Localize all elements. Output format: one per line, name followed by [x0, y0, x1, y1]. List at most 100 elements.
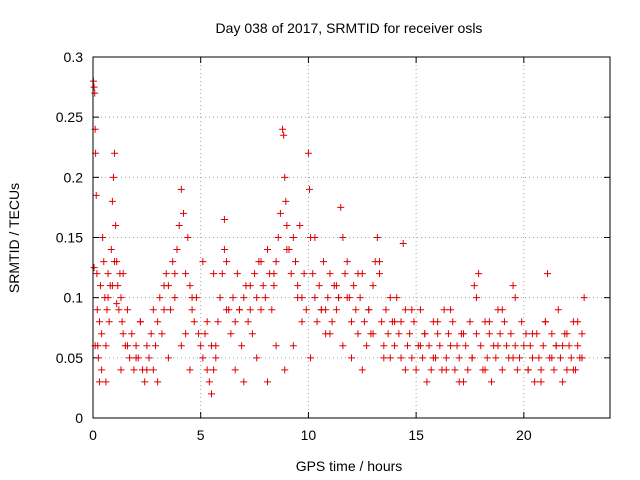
data-point [408, 306, 416, 314]
data-point [188, 294, 196, 302]
data-point [544, 270, 552, 278]
data-point [90, 264, 98, 272]
y-tick-label: 0.2 [64, 169, 84, 185]
data-point [128, 330, 136, 338]
data-point [145, 354, 153, 362]
data-point [472, 330, 480, 338]
data-point [492, 354, 500, 362]
y-tick-label: 0.1 [64, 290, 84, 306]
data-point [384, 330, 392, 338]
data-point [421, 330, 429, 338]
data-point [102, 378, 110, 386]
data-point [343, 294, 351, 302]
tick-labels: 0 0.05 0.1 0.15 0.2 0.25 0.3 0 5 10 15 20 [56, 49, 532, 443]
data-point [253, 354, 261, 362]
data-point [276, 209, 284, 217]
x-tick-label: 0 [89, 427, 97, 443]
data-point [248, 330, 256, 338]
data-point [119, 270, 127, 278]
data-point [369, 330, 377, 338]
data-point [516, 354, 524, 362]
data-point [406, 330, 414, 338]
data-point [498, 306, 506, 314]
data-point [332, 282, 340, 290]
data-point [272, 258, 280, 266]
data-point [526, 342, 534, 350]
data-point [195, 330, 203, 338]
data-point [520, 342, 528, 350]
data-point [105, 318, 113, 326]
data-point [190, 318, 198, 326]
data-point [218, 270, 226, 278]
data-point [416, 306, 424, 314]
data-point [282, 197, 290, 205]
data-point [550, 366, 558, 374]
data-point [423, 378, 431, 386]
x-tick-label: 20 [516, 427, 532, 443]
data-point [466, 318, 474, 326]
data-point [563, 330, 571, 338]
data-point [356, 294, 364, 302]
data-point [102, 342, 110, 350]
data-point [339, 342, 347, 350]
data-point [302, 306, 310, 314]
data-point [358, 366, 366, 374]
data-point [376, 258, 384, 266]
data-point [475, 270, 483, 278]
data-point [500, 318, 508, 326]
data-point [548, 330, 556, 338]
data-point [455, 354, 463, 362]
data-point [401, 306, 409, 314]
x-tick-label: 15 [408, 427, 424, 443]
data-point [296, 221, 304, 229]
data-point [442, 354, 450, 362]
data-point [147, 330, 155, 338]
data-point [539, 342, 547, 350]
data-point [123, 306, 131, 314]
data-point [214, 318, 222, 326]
data-point [574, 342, 582, 350]
data-point [404, 342, 412, 350]
data-point [149, 306, 157, 314]
data-point [522, 330, 530, 338]
data-point [95, 318, 103, 326]
data-point [253, 294, 261, 302]
data-point [263, 246, 271, 254]
data-point [251, 270, 259, 278]
data-point [511, 342, 519, 350]
data-point [270, 270, 278, 278]
data-point [419, 354, 427, 362]
data-point [363, 342, 371, 350]
data-point [160, 282, 168, 290]
data-point [281, 366, 289, 374]
data-point [511, 294, 519, 302]
data-point [186, 366, 194, 374]
data-point [447, 342, 455, 350]
chart-title: Day 038 of 2017, SRMTID for receiver osl… [216, 20, 483, 36]
data-point [212, 354, 220, 362]
data-point [455, 378, 463, 386]
data-point [188, 306, 196, 314]
data-point [227, 330, 235, 338]
data-point [246, 306, 254, 314]
data-point [513, 366, 521, 374]
y-tick-label: 0.3 [64, 49, 84, 65]
data-point [485, 330, 493, 338]
data-point [246, 282, 254, 290]
data-point [175, 221, 183, 229]
data-point [233, 270, 241, 278]
data-point [132, 354, 140, 362]
data-point [309, 270, 317, 278]
data-point [186, 282, 194, 290]
data-point [97, 282, 105, 290]
data-point [220, 246, 228, 254]
data-point [453, 342, 461, 350]
data-point [531, 378, 539, 386]
data-point [111, 258, 119, 266]
data-point [103, 306, 111, 314]
data-point [104, 270, 112, 278]
data-point [518, 318, 526, 326]
data-point [156, 294, 164, 302]
data-point [197, 342, 205, 350]
data-point [380, 342, 388, 350]
